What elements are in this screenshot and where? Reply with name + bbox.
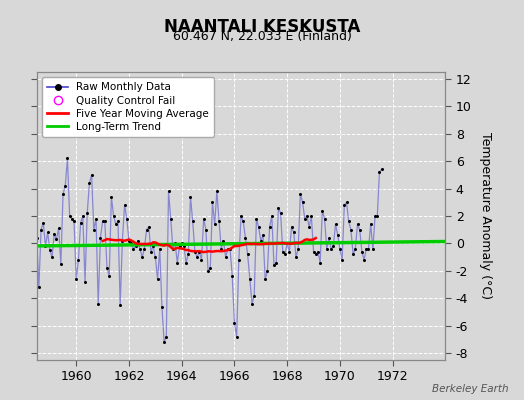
- Text: Berkeley Earth: Berkeley Earth: [432, 384, 508, 394]
- Text: NAANTALI KESKUSTA: NAANTALI KESKUSTA: [164, 18, 360, 36]
- Y-axis label: Temperature Anomaly (°C): Temperature Anomaly (°C): [478, 132, 492, 300]
- Legend: Raw Monthly Data, Quality Control Fail, Five Year Moving Average, Long-Term Tren: Raw Monthly Data, Quality Control Fail, …: [42, 77, 214, 137]
- Text: 60.467 N, 22.033 E (Finland): 60.467 N, 22.033 E (Finland): [172, 30, 352, 43]
